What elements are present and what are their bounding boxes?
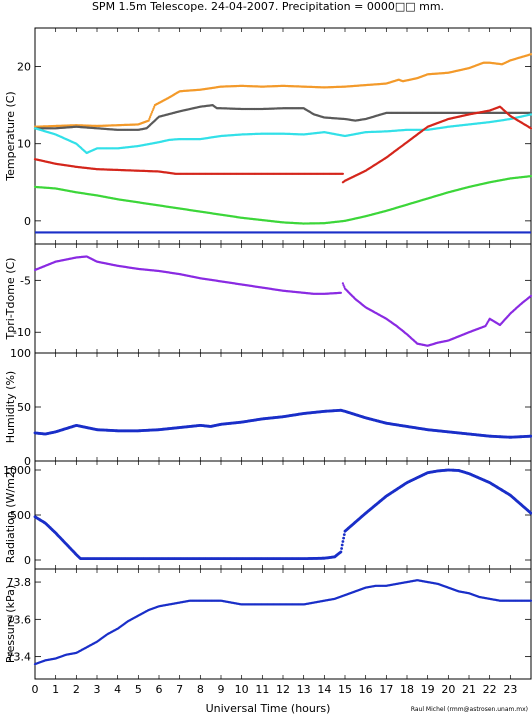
data-point bbox=[153, 105, 156, 108]
figure-title: SPM 1.5m Telescope. 24-04-2007. Precipit… bbox=[92, 0, 444, 13]
y-axis-label: Temperature (C) bbox=[4, 91, 17, 181]
y-axis-label: Humidity (%) bbox=[4, 371, 17, 443]
y-tick-label: 100 bbox=[10, 347, 31, 360]
data-point bbox=[339, 291, 342, 294]
y-tick-label: 50 bbox=[17, 401, 31, 414]
series-2-0 bbox=[33, 408, 532, 439]
series-0-5 bbox=[33, 175, 532, 225]
series-1-1 bbox=[341, 282, 532, 347]
series-1-0 bbox=[33, 255, 342, 295]
y-tick-label: 0 bbox=[24, 215, 31, 228]
data-point bbox=[149, 114, 152, 117]
data-point bbox=[341, 172, 344, 175]
series-0-1 bbox=[33, 104, 532, 131]
y-tick-label: 10 bbox=[17, 138, 31, 151]
data-point bbox=[151, 110, 154, 114]
data-point bbox=[150, 112, 153, 115]
data-point bbox=[147, 119, 150, 122]
data-point bbox=[148, 116, 152, 119]
data-point bbox=[148, 117, 151, 120]
series-0-0 bbox=[33, 53, 532, 128]
panel-frame-0 bbox=[34, 27, 532, 245]
data-point bbox=[152, 107, 155, 110]
data-point bbox=[529, 53, 532, 56]
y-tick-label: 20 bbox=[17, 61, 31, 74]
y-axis-label: Tpri-Tdome (C) bbox=[4, 258, 17, 341]
panel-frame-2 bbox=[34, 352, 532, 462]
series-0-3 bbox=[33, 158, 344, 175]
y-tick-label: -5 bbox=[20, 274, 31, 287]
data-point bbox=[151, 109, 154, 112]
series-0-2 bbox=[33, 113, 532, 155]
